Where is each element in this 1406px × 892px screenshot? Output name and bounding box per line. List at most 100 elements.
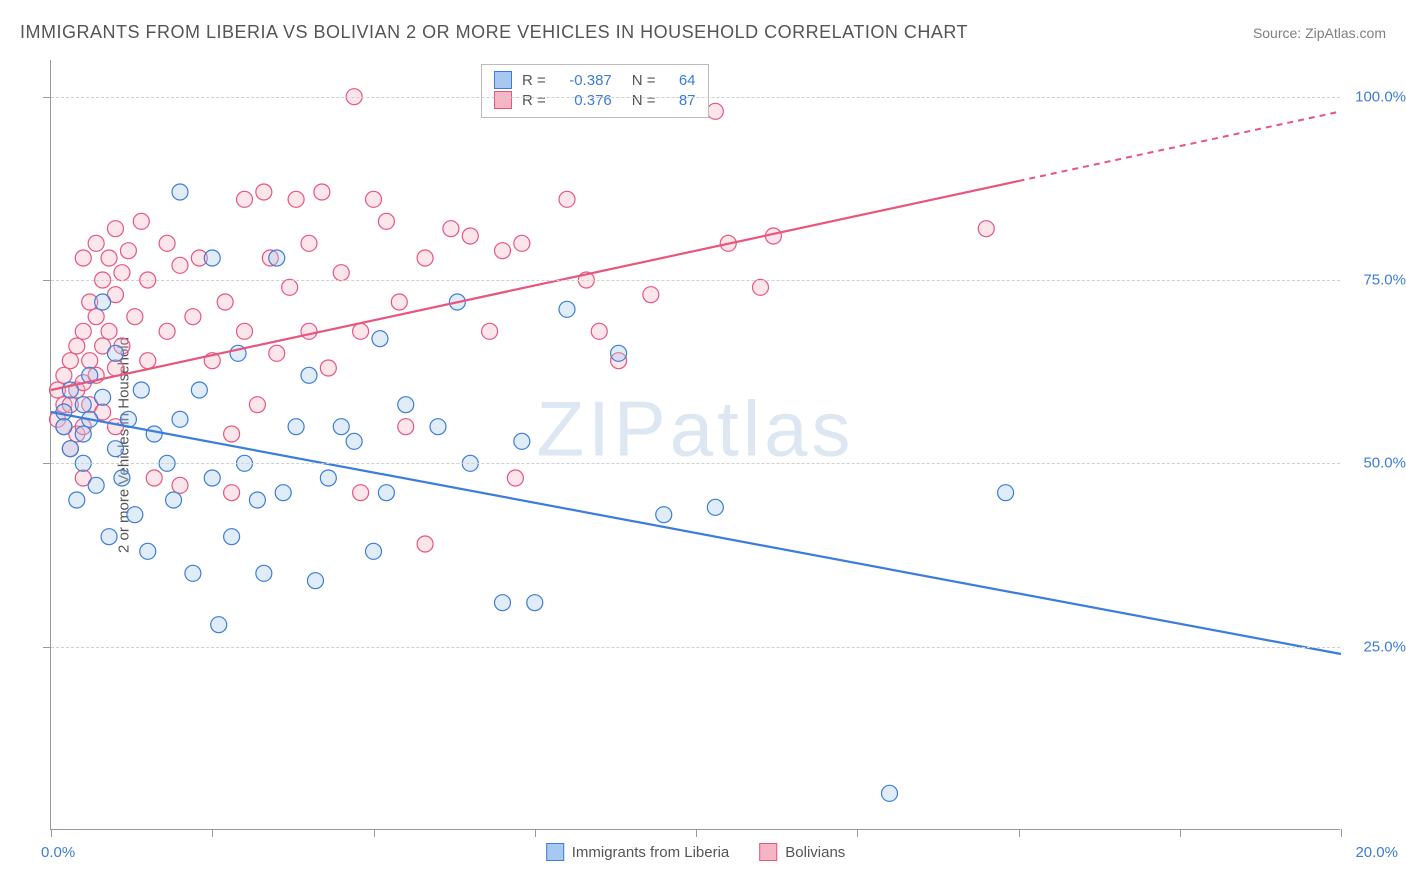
scatter-point — [224, 426, 240, 442]
scatter-point — [514, 433, 530, 449]
scatter-point — [204, 250, 220, 266]
scatter-point — [88, 477, 104, 493]
scatter-point — [88, 235, 104, 251]
scatter-point — [127, 309, 143, 325]
scatter-point — [527, 595, 543, 611]
y-tick-label: 100.0% — [1355, 88, 1406, 105]
scatter-point — [353, 323, 369, 339]
scatter-point — [172, 184, 188, 200]
scatter-point — [611, 345, 627, 361]
scatter-point — [191, 382, 207, 398]
scatter-point — [114, 470, 130, 486]
scatter-point — [211, 617, 227, 633]
scatter-point — [707, 103, 723, 119]
plot-container: 2 or more Vehicles in Household ZIPatlas… — [50, 60, 1340, 830]
scatter-point — [398, 397, 414, 413]
scatter-point — [166, 492, 182, 508]
scatter-point — [95, 389, 111, 405]
trendline-extrapolated — [1019, 111, 1342, 181]
scatter-point — [82, 353, 98, 369]
stats-row: R =-0.387N =64 — [494, 71, 696, 89]
x-tick — [535, 829, 536, 837]
scatter-point — [391, 294, 407, 310]
scatter-point — [559, 191, 575, 207]
chart-title: IMMIGRANTS FROM LIBERIA VS BOLIVIAN 2 OR… — [20, 22, 968, 43]
legend-label: Immigrants from Liberia — [572, 844, 730, 861]
scatter-point — [333, 419, 349, 435]
scatter-point — [591, 323, 607, 339]
gridline — [51, 280, 1340, 281]
scatter-point — [301, 367, 317, 383]
scatter-point — [559, 301, 575, 317]
scatter-point — [378, 485, 394, 501]
scatter-point — [56, 367, 72, 383]
scatter-point — [108, 221, 124, 237]
scatter-point — [417, 536, 433, 552]
scatter-point — [56, 404, 72, 420]
scatter-point — [320, 470, 336, 486]
scatter-point — [62, 441, 78, 457]
legend-swatch — [546, 843, 564, 861]
scatter-point — [69, 338, 85, 354]
scatter-point — [753, 279, 769, 295]
scatter-point — [643, 287, 659, 303]
scatter-point — [269, 250, 285, 266]
scatter-point — [482, 323, 498, 339]
scatter-point — [462, 228, 478, 244]
scatter-point — [159, 323, 175, 339]
source-label: Source: ZipAtlas.com — [1253, 25, 1386, 41]
n-value: 64 — [666, 72, 696, 89]
scatter-point — [288, 419, 304, 435]
y-tick — [43, 463, 51, 464]
plot-area: ZIPatlas R =-0.387N =64R =0.376N =87 0.0… — [50, 60, 1340, 830]
x-tick — [1341, 829, 1342, 837]
legend-item: Bolivians — [759, 843, 845, 861]
scatter-point — [398, 419, 414, 435]
y-tick — [43, 280, 51, 281]
scatter-point — [108, 360, 124, 376]
scatter-point — [353, 485, 369, 501]
n-label: N = — [632, 92, 656, 109]
scatter-point — [707, 499, 723, 515]
y-tick — [43, 97, 51, 98]
scatter-point — [417, 250, 433, 266]
x-tick — [51, 829, 52, 837]
x-tick — [1019, 829, 1020, 837]
x-axis-min-label: 0.0% — [41, 844, 75, 861]
scatter-point — [978, 221, 994, 237]
r-label: R = — [522, 92, 546, 109]
scatter-point — [120, 243, 136, 259]
y-tick-label: 75.0% — [1363, 272, 1406, 289]
scatter-point — [237, 191, 253, 207]
scatter-point — [443, 221, 459, 237]
y-tick — [43, 647, 51, 648]
scatter-point — [133, 382, 149, 398]
scatter-point — [75, 250, 91, 266]
legend-swatch — [494, 91, 512, 109]
n-label: N = — [632, 72, 656, 89]
scatter-point — [249, 397, 265, 413]
x-tick — [1180, 829, 1181, 837]
scatter-point — [372, 331, 388, 347]
scatter-point — [185, 309, 201, 325]
scatter-point — [185, 565, 201, 581]
scatter-point — [172, 411, 188, 427]
x-tick — [696, 829, 697, 837]
legend-swatch — [494, 71, 512, 89]
scatter-point — [237, 323, 253, 339]
scatter-point — [146, 426, 162, 442]
scatter-point — [314, 184, 330, 200]
scatter-point — [133, 213, 149, 229]
scatter-point — [69, 492, 85, 508]
scatter-point — [882, 785, 898, 801]
legend-label: Bolivians — [785, 844, 845, 861]
scatter-point — [301, 323, 317, 339]
scatter-point — [101, 250, 117, 266]
y-tick-label: 25.0% — [1363, 638, 1406, 655]
scatter-point — [204, 470, 220, 486]
scatter-point — [146, 470, 162, 486]
scatter-point — [140, 353, 156, 369]
bottom-legend: Immigrants from Liberia Bolivians — [546, 843, 846, 861]
trendline — [51, 412, 1341, 654]
scatter-point — [430, 419, 446, 435]
